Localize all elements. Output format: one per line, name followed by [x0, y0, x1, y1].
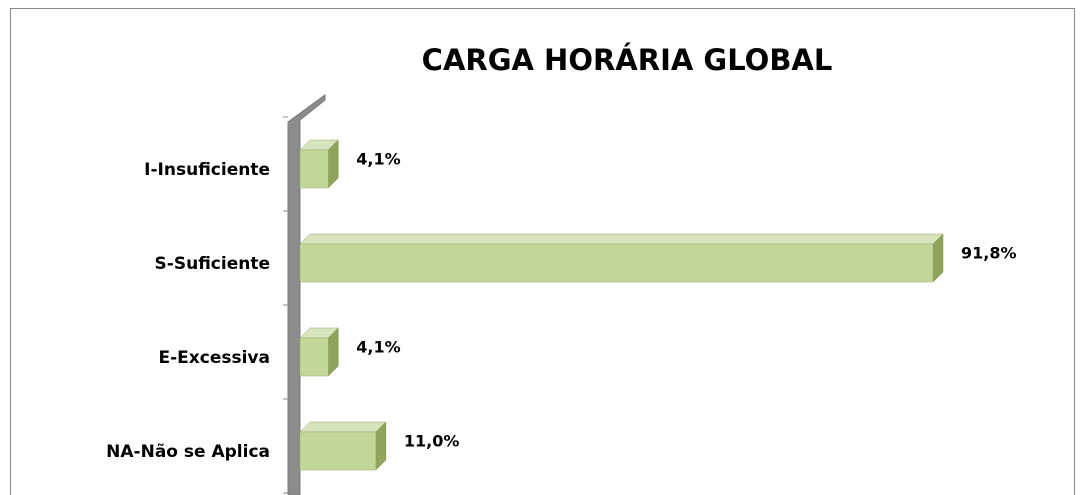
value-label: 4,1%: [356, 150, 400, 169]
bar-front: [299, 149, 329, 189]
y-tick-label: E-Excessiva: [159, 348, 270, 368]
bar-top: [299, 233, 944, 245]
bar: [299, 421, 387, 471]
bar: [299, 139, 339, 189]
y-tick-label: NA-Não se Aplica: [106, 442, 270, 462]
y-tick-label: S-Suficiente: [155, 254, 270, 274]
bar-front: [299, 337, 329, 377]
value-label: 4,1%: [356, 338, 400, 357]
chart-title: CARGA HORÁRIA GLOBAL: [422, 43, 833, 77]
bar-front: [299, 243, 934, 283]
bar-front: [299, 431, 377, 471]
bar-top: [299, 421, 387, 433]
value-label: 11,0%: [404, 432, 460, 451]
axis-ticks: [283, 116, 288, 494]
axis-wall: [287, 94, 326, 495]
bar: [299, 233, 944, 283]
bar: [299, 327, 339, 377]
value-label: 91,8%: [961, 244, 1017, 263]
y-tick-label: I-Insuficiente: [144, 160, 270, 180]
